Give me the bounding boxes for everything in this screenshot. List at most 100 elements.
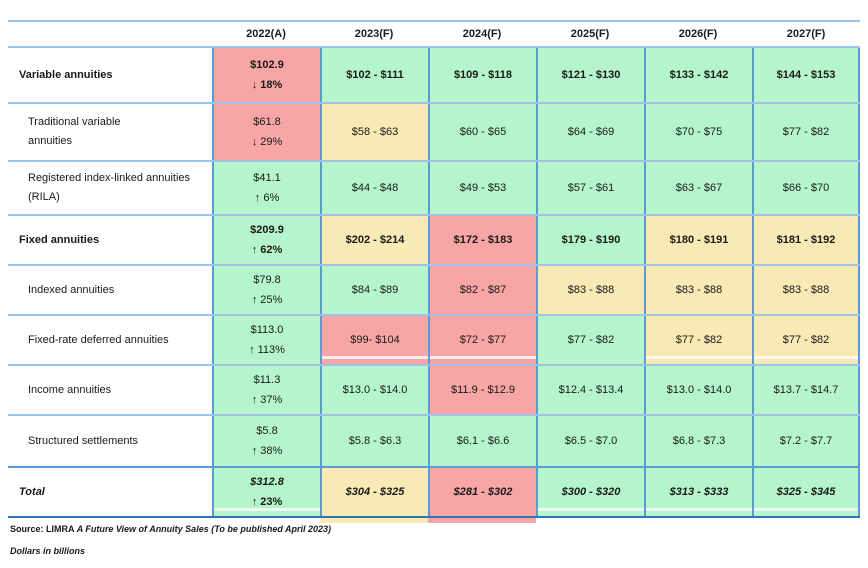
- yoy-change: ↑ 37%: [251, 393, 283, 406]
- yoy-change: ↑ 25%: [251, 293, 283, 306]
- yoy-change: ↑ 113%: [249, 343, 285, 356]
- actual-value: $41.1: [253, 172, 281, 184]
- forecast-cell-2025: $77 - $82: [536, 316, 644, 364]
- actual-2022-cell: $5.8 ↑ 38%: [212, 416, 320, 466]
- footnotes: Source: LIMRA A Future View of Annuity S…: [10, 524, 331, 568]
- forecast-cell-2026: $77 - $82: [644, 316, 752, 364]
- forecast-cell-2027: $7.2 - $7.7: [752, 416, 860, 466]
- row-structured-settlements: Structured settlements $5.8 ↑ 38% $5.8 -…: [8, 416, 860, 468]
- annuity-sales-forecast-table: 2022(A) 2023(F) 2024(F) 2025(F) 2026(F) …: [8, 20, 860, 523]
- forecast-cell-2024: $6.1 - $6.6: [428, 416, 536, 466]
- forecast-cell-2025: $83 - $88: [536, 266, 644, 314]
- forecast-cell-2025: $300 - $320: [536, 468, 644, 516]
- forecast-cell-2024: $49 - $53: [428, 162, 536, 214]
- forecast-cell-2025: $64 - $69: [536, 104, 644, 160]
- forecast-cell-2024: $281 - $302: [428, 468, 536, 516]
- forecast-cell-2025: $12.4 - $13.4: [536, 366, 644, 414]
- forecast-cell-2027: $144 - $153: [752, 48, 860, 102]
- row-fixed-annuities: Fixed annuities $209.9 ↑ 62% $202 - $214…: [8, 216, 860, 266]
- forecast-cell-2025: $179 - $190: [536, 216, 644, 264]
- actual-2022-cell: $61.8 ↓ 29%: [212, 104, 320, 160]
- row-fixed-rate-deferred-annuities: Fixed-rate deferred annuities $113.0 ↑ 1…: [8, 316, 860, 366]
- forecast-cell-2027: $181 - $192: [752, 216, 860, 264]
- forecast-cell-2027: $77 - $82: [752, 104, 860, 160]
- row-traditional-variable-annuities: Traditional variable annuities $61.8 ↓ 2…: [8, 104, 860, 162]
- actual-value: $5.8: [256, 425, 278, 437]
- units-note: Dollars in billions: [10, 546, 86, 556]
- row-label: Registered index-linked annuities (RILA): [28, 172, 191, 203]
- yoy-change: ↓ 18%: [251, 78, 283, 91]
- forecast-cell-2023: $5.8 - $6.3: [320, 416, 428, 466]
- actual-value: $11.3: [253, 374, 281, 386]
- row-label: Traditional variable annuities: [28, 116, 121, 147]
- forecast-cell-2026: $83 - $88: [644, 266, 752, 314]
- yoy-change: ↑ 6%: [254, 191, 280, 204]
- actual-2022-cell: $41.1 ↑ 6%: [212, 162, 320, 214]
- forecast-cell-2025: $121 - $130: [536, 48, 644, 102]
- forecast-cell-2024: $82 - $87: [428, 266, 536, 314]
- row-income-annuities: Income annuities $11.3 ↑ 37% $13.0 - $14…: [8, 366, 860, 416]
- actual-2022-cell: $79.8 ↑ 25%: [212, 266, 320, 314]
- forecast-cell-2023: $44 - $48: [320, 162, 428, 214]
- column-header-2027: 2027(F): [786, 28, 826, 40]
- forecast-cell-2026: $180 - $191: [644, 216, 752, 264]
- forecast-cell-2023: $13.0 - $14.0: [320, 366, 428, 414]
- column-header-2023: 2023(F): [354, 28, 394, 40]
- forecast-cell-2024: $11.9 - $12.9: [428, 366, 536, 414]
- row-label: Structured settlements: [28, 434, 139, 447]
- yoy-change: ↑ 23%: [251, 495, 283, 508]
- forecast-cell-2024: $172 - $183: [428, 216, 536, 264]
- yoy-change: ↑ 38%: [251, 444, 283, 457]
- actual-2022-cell: $312.8 ↑ 23%: [212, 468, 320, 516]
- forecast-cell-2027: $13.7 - $14.7: [752, 366, 860, 414]
- column-header-2025: 2025(F): [570, 28, 610, 40]
- forecast-cell-2026: $133 - $142: [644, 48, 752, 102]
- forecast-cell-2027: $66 - $70: [752, 162, 860, 214]
- forecast-cell-2027: $83 - $88: [752, 266, 860, 314]
- table-header-row: 2022(A) 2023(F) 2024(F) 2025(F) 2026(F) …: [8, 22, 860, 48]
- row-label: Variable annuities: [19, 68, 113, 81]
- forecast-cell-2023: $84 - $89: [320, 266, 428, 314]
- actual-2022-cell: $209.9 ↑ 62%: [212, 216, 320, 264]
- actual-value: $113.0: [250, 324, 284, 336]
- row-label: Fixed-rate deferred annuities: [28, 333, 169, 346]
- actual-2022-cell: $11.3 ↑ 37%: [212, 366, 320, 414]
- row-label: Total: [19, 485, 45, 498]
- row-total: Total $312.8 ↑ 23% $304 - $325 $281 - $3…: [8, 468, 860, 518]
- forecast-cell-2025: $6.5 - $7.0: [536, 416, 644, 466]
- forecast-cell-2023: $304 - $325: [320, 468, 428, 516]
- column-header-2026: 2026(F): [678, 28, 718, 40]
- actual-2022-cell: $102.9 ↓ 18%: [212, 48, 320, 102]
- forecast-cell-2026: $6.8 - $7.3: [644, 416, 752, 466]
- color-bleed-artifact: [8, 518, 860, 523]
- forecast-cell-2027: $325 - $345: [752, 468, 860, 516]
- forecast-cell-2023: $202 - $214: [320, 216, 428, 264]
- forecast-cell-2027: $77 - $82: [752, 316, 860, 364]
- forecast-cell-2026: $13.0 - $14.0: [644, 366, 752, 414]
- row-label: Fixed annuities: [19, 233, 100, 246]
- forecast-cell-2024: $60 - $65: [428, 104, 536, 160]
- forecast-cell-2023: $99- $104: [320, 316, 428, 364]
- actual-value: $312.8: [250, 476, 284, 488]
- actual-value: $61.8: [253, 116, 281, 128]
- source-note: Source: LIMRA A Future View of Annuity S…: [10, 524, 332, 534]
- forecast-cell-2026: $63 - $67: [644, 162, 752, 214]
- row-indexed-annuities: Indexed annuities $79.8 ↑ 25% $84 - $89 …: [8, 266, 860, 316]
- forecast-cell-2025: $57 - $61: [536, 162, 644, 214]
- row-label: Indexed annuities: [28, 283, 115, 296]
- forecast-cell-2023: $58 - $63: [320, 104, 428, 160]
- actual-value: $79.8: [253, 274, 281, 286]
- column-header-2024: 2024(F): [462, 28, 502, 40]
- actual-value: $209.9: [250, 224, 284, 236]
- yoy-change: ↓ 29%: [251, 135, 283, 148]
- forecast-cell-2026: $313 - $333: [644, 468, 752, 516]
- column-header-2022: 2022(A): [246, 28, 286, 40]
- forecast-cell-2026: $70 - $75: [644, 104, 752, 160]
- actual-value: $102.9: [250, 59, 284, 71]
- forecast-cell-2024: $72 - $77: [428, 316, 536, 364]
- forecast-cell-2023: $102 - $111: [320, 48, 428, 102]
- row-registered-index-linked-annuities: Registered index-linked annuities (RILA)…: [8, 162, 860, 216]
- actual-2022-cell: $113.0 ↑ 113%: [212, 316, 320, 364]
- row-label: Income annuities: [28, 383, 112, 396]
